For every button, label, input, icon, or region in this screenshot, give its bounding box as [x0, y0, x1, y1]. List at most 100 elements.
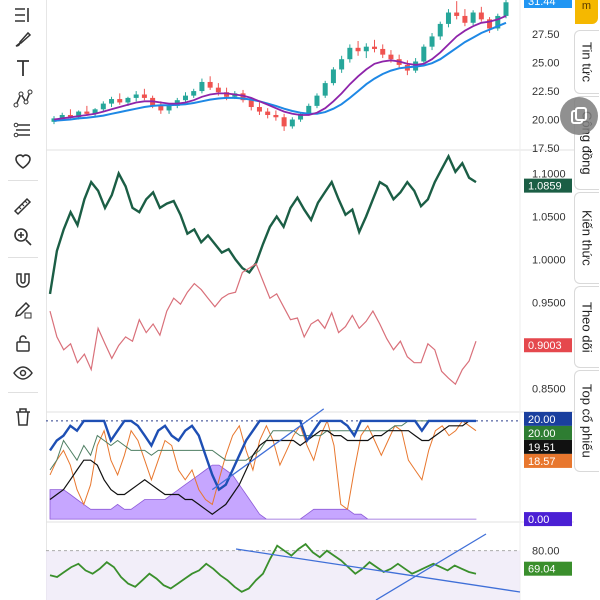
- side-tab-5[interactable]: Top cổ phiếu: [574, 370, 599, 472]
- side-tab-label: Kiến thức: [579, 210, 595, 266]
- osc-black-line: [49, 420, 476, 515]
- candle-body: [273, 114, 279, 118]
- tool-lock-button[interactable]: [8, 330, 38, 356]
- lock-icon: [16, 335, 30, 352]
- candle-body: [215, 87, 221, 93]
- candle-body: [92, 109, 98, 114]
- tool-pattern-button[interactable]: [8, 86, 38, 112]
- candle: [100, 101, 106, 112]
- tool-measure-lines-button[interactable]: [8, 117, 38, 143]
- ruler-icon: [13, 197, 32, 216]
- brush-icon: [15, 31, 32, 47]
- tool-eye-button[interactable]: [8, 360, 38, 386]
- candle: [495, 13, 501, 31]
- tool-ruler-button[interactable]: [8, 193, 38, 219]
- candle-body: [306, 105, 312, 114]
- ratio-dark-badge: 1.0859: [524, 178, 572, 193]
- osc-orange-badge-text: 18.57: [528, 456, 556, 468]
- candle: [256, 102, 262, 115]
- candle: [421, 44, 427, 64]
- candle-body: [265, 111, 271, 115]
- candle-body: [281, 117, 287, 127]
- tool-brush-button[interactable]: [8, 26, 38, 52]
- chart-area[interactable]: 27.50 25.00 22.50 20.00 17.50 31.44 1.1000 1.05…: [46, 0, 574, 600]
- eye-icon: [13, 366, 33, 380]
- momentum-line: [49, 542, 477, 593]
- candle-body: [347, 47, 353, 60]
- price-tick-label: 20.00: [532, 115, 560, 127]
- copy-icon: [571, 107, 587, 124]
- candle: [199, 78, 205, 94]
- candle: [437, 21, 443, 40]
- tool-text-button[interactable]: [8, 55, 38, 81]
- side-tab-3[interactable]: Kiến thức: [574, 192, 599, 284]
- side-top-badge[interactable]: m: [575, 0, 598, 24]
- drawing-toolbar: [0, 0, 47, 600]
- price-tick-label: 27.50: [532, 29, 560, 41]
- candle-body: [100, 103, 106, 110]
- candle: [182, 92, 188, 103]
- ma-slow-line: [53, 21, 507, 122]
- candle: [141, 88, 147, 101]
- candle-body: [503, 2, 509, 16]
- candle-body: [495, 15, 501, 29]
- osc-blue-badge-bg: [524, 411, 572, 426]
- candle-body: [133, 94, 139, 98]
- candle: [372, 39, 378, 53]
- ratio-red-badge-text: 0.9003: [528, 340, 562, 352]
- tool-heart-button[interactable]: [8, 148, 38, 174]
- zoom-in-icon: [14, 228, 32, 246]
- toolbar-divider: [8, 392, 38, 393]
- ratio-red-badge: 0.9003: [524, 338, 572, 353]
- candle-body: [76, 111, 82, 118]
- osc-black-badge-text: 19.51: [528, 442, 556, 454]
- candle-body: [240, 93, 246, 101]
- side-tab-label: Top cổ phiếu: [579, 384, 595, 458]
- trash-icon: [16, 408, 30, 426]
- candle-body: [207, 81, 213, 88]
- tool-pencil-lock-button[interactable]: [8, 297, 38, 323]
- measure-lines-icon: [13, 122, 30, 138]
- tool-zoom-in-button[interactable]: [8, 224, 38, 250]
- side-tab-4[interactable]: Theo dõi: [574, 286, 599, 368]
- floating-action-button[interactable]: [560, 97, 598, 135]
- tool-magnet-button[interactable]: [8, 268, 38, 294]
- candle-body: [289, 119, 295, 127]
- pencil-lock-icon: [14, 301, 32, 319]
- ratio-tick-label: 0.8500: [532, 384, 566, 396]
- candle: [289, 117, 295, 129]
- price-tick-label: 22.50: [532, 86, 560, 98]
- tool-trash-button[interactable]: [8, 404, 38, 430]
- candle: [339, 55, 345, 73]
- momentum-tick-label: 80.00: [532, 546, 560, 558]
- candle-body: [141, 94, 147, 98]
- candle-body: [125, 97, 131, 103]
- pattern-icon: [13, 89, 33, 108]
- osc-blue-badge: 20.00: [524, 411, 572, 426]
- candle: [429, 33, 435, 51]
- candle: [355, 40, 361, 56]
- candle-body: [224, 92, 230, 97]
- candle-body: [322, 83, 328, 96]
- candle-body: [437, 23, 443, 37]
- osc-green-badge: 20.00: [524, 425, 572, 440]
- candle: [363, 43, 369, 59]
- side-tab-1[interactable]: Tin tức: [574, 30, 599, 94]
- candle-body: [445, 12, 451, 24]
- side-tab-label: Theo dõi: [579, 301, 595, 353]
- osc-orange-line: [49, 419, 477, 511]
- candle-body: [487, 19, 493, 29]
- tool-lines-button[interactable]: [8, 2, 38, 28]
- candle-body: [363, 46, 369, 52]
- osc-purple-badge-text: 0.00: [528, 514, 549, 526]
- price-last-badge-bg: [524, 0, 572, 8]
- price-last-badge: 31.44: [524, 0, 572, 8]
- osc-black-badge: 19.51: [524, 439, 572, 454]
- price-tick-label: 25.00: [532, 58, 560, 70]
- candle: [109, 96, 115, 108]
- candle-body: [380, 48, 386, 55]
- ratio-dark-badge-bg: [524, 178, 572, 193]
- candle-body: [67, 114, 73, 118]
- osc-purple-badge: 0.00: [524, 512, 572, 527]
- candle: [207, 76, 213, 90]
